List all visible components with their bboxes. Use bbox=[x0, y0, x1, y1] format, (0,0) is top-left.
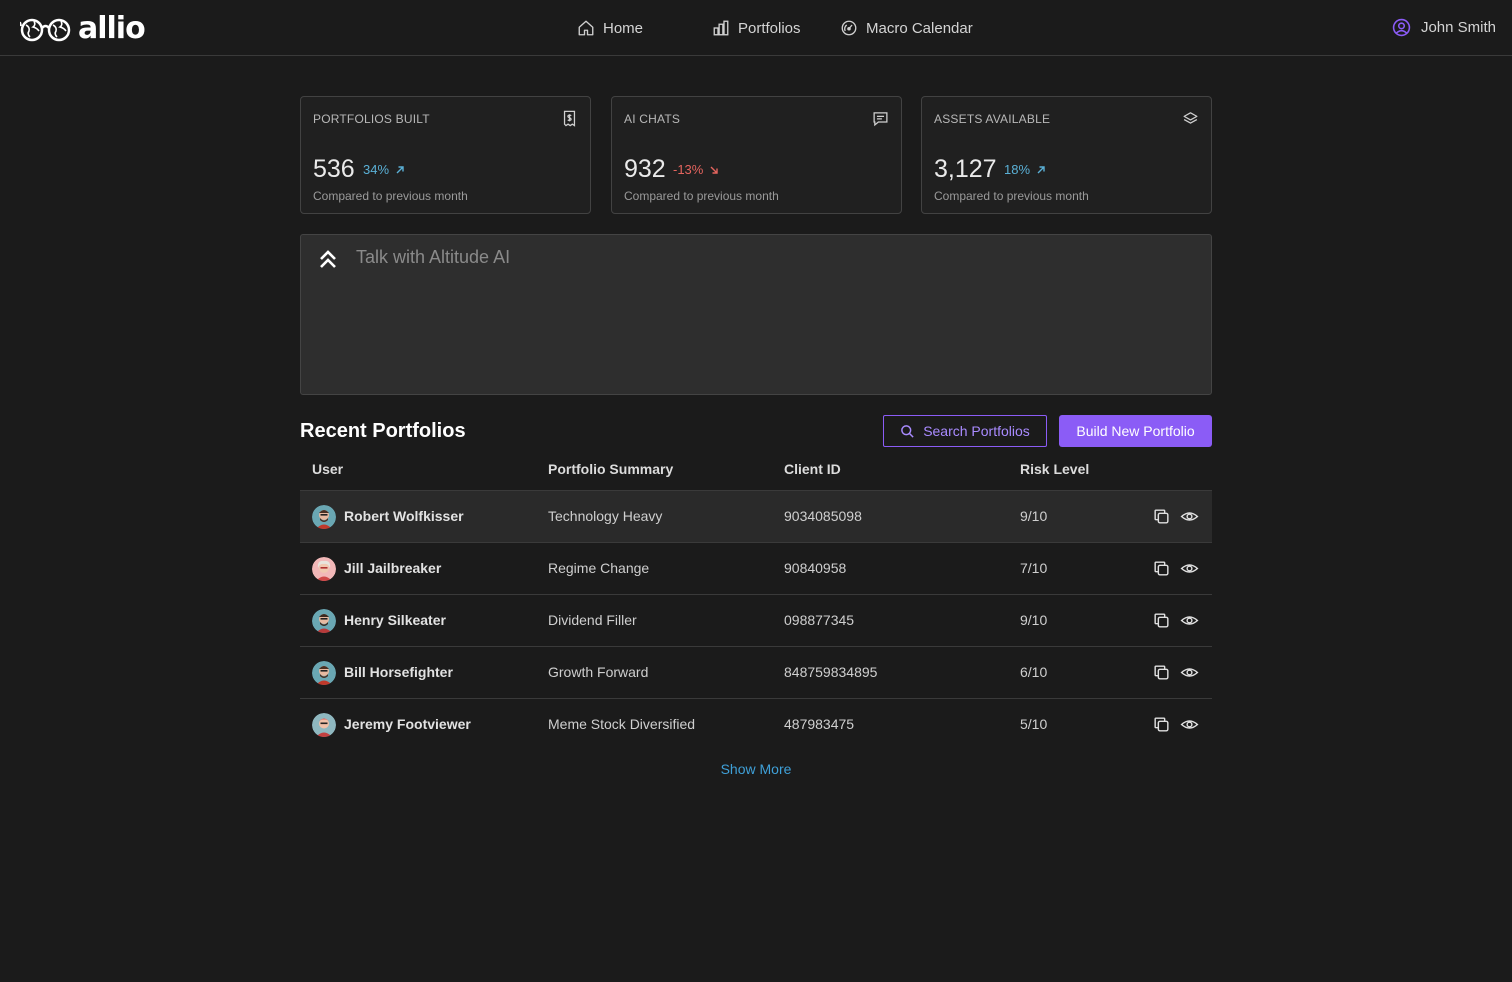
stat-card-assets-available: ASSETS AVAILABLE 3,127 18% Compared to p… bbox=[921, 96, 1212, 214]
user-name: Jeremy Footviewer bbox=[344, 716, 471, 732]
user-name: Henry Silkeater bbox=[344, 612, 446, 628]
user-name: Robert Wolfkisser bbox=[344, 508, 464, 524]
risk-level: 5/10 bbox=[1020, 716, 1048, 732]
home-icon bbox=[578, 20, 594, 36]
chat-message-icon bbox=[873, 112, 888, 127]
stat-title: AI CHATS bbox=[624, 112, 681, 126]
eye-icon[interactable] bbox=[1180, 611, 1199, 630]
nav-portfolios[interactable]: Portfolios bbox=[712, 18, 801, 38]
risk-level: 6/10 bbox=[1020, 664, 1048, 680]
client-id: 098877345 bbox=[784, 612, 855, 628]
receipt-dollar-icon bbox=[563, 110, 576, 127]
column-header-client-id: Client ID bbox=[784, 461, 841, 477]
brand-name: allio bbox=[78, 11, 146, 46]
user-name: John Smith bbox=[1420, 19, 1496, 36]
nav-home-label: Home bbox=[603, 19, 644, 37]
stat-caption: Compared to previous month bbox=[934, 189, 1089, 203]
stat-caption: Compared to previous month bbox=[624, 189, 779, 203]
arrow-down-right-icon bbox=[710, 166, 719, 174]
portfolio-summary: Dividend Filler bbox=[548, 612, 637, 628]
client-id: 848759834895 bbox=[784, 664, 878, 680]
stat-delta: 18% bbox=[1004, 162, 1046, 177]
risk-level: 9/10 bbox=[1020, 612, 1048, 628]
portfolio-summary: Regime Change bbox=[548, 560, 650, 576]
user-avatar-icon bbox=[1392, 18, 1411, 37]
portfolio-summary: Growth Forward bbox=[548, 664, 649, 680]
column-header-risk-level: Risk Level bbox=[1020, 461, 1090, 477]
ai-chat-box[interactable] bbox=[300, 234, 1212, 395]
stat-delta-value: 34% bbox=[363, 162, 390, 177]
stat-title: PORTFOLIOS BUILT bbox=[313, 112, 430, 126]
stat-delta-value: -13% bbox=[673, 162, 704, 177]
gauge-icon bbox=[841, 20, 857, 36]
search-icon bbox=[901, 424, 914, 438]
user-menu[interactable]: John Smith bbox=[1392, 18, 1496, 37]
user-name: Jill Jailbreaker bbox=[344, 560, 442, 576]
client-id: 487983475 bbox=[784, 716, 855, 732]
risk-level: 9/10 bbox=[1020, 508, 1048, 524]
bar-chart-icon bbox=[713, 20, 729, 36]
eye-icon[interactable] bbox=[1180, 507, 1199, 526]
search-portfolios-label: Search Portfolios bbox=[923, 423, 1030, 439]
layers-icon bbox=[1183, 112, 1198, 124]
stat-value: 932 bbox=[624, 155, 666, 183]
user-avatar bbox=[312, 713, 336, 737]
nav-home[interactable]: Home bbox=[577, 18, 643, 38]
eye-icon[interactable] bbox=[1180, 663, 1199, 682]
copy-icon[interactable] bbox=[1152, 507, 1171, 526]
build-new-portfolio-button[interactable]: Build New Portfolio bbox=[1059, 415, 1212, 447]
client-id: 9034085098 bbox=[784, 508, 862, 524]
stat-value: 536 bbox=[313, 155, 355, 183]
table-header-divider bbox=[300, 490, 1212, 491]
stat-card-ai-chats: AI CHATS 932 -13% Compared to previous m… bbox=[611, 96, 902, 214]
recent-portfolios-title: Recent Portfolios bbox=[300, 420, 466, 442]
arrow-up-right-icon bbox=[396, 165, 404, 173]
user-avatar bbox=[312, 557, 336, 581]
table-row[interactable]: Robert Wolfkisser Technology Heavy 90340… bbox=[300, 491, 1212, 543]
nav-portfolios-label: Portfolios bbox=[738, 19, 801, 37]
stat-caption: Compared to previous month bbox=[313, 189, 468, 203]
ai-chat-input[interactable] bbox=[356, 245, 1176, 269]
search-portfolios-button[interactable]: Search Portfolios bbox=[883, 415, 1047, 447]
allio-logo[interactable]: allio bbox=[20, 11, 146, 46]
eye-icon[interactable] bbox=[1180, 715, 1199, 734]
table-row[interactable]: Jill Jailbreaker Regime Change 90840958 … bbox=[300, 543, 1212, 595]
user-avatar bbox=[312, 609, 336, 633]
arrow-up-right-icon bbox=[1037, 165, 1045, 173]
table-row[interactable]: Henry Silkeater Dividend Filler 09887734… bbox=[300, 595, 1212, 647]
altitude-chevrons-icon bbox=[320, 250, 336, 268]
portfolio-summary: Meme Stock Diversified bbox=[548, 716, 696, 732]
user-avatar bbox=[312, 661, 336, 685]
nav-macro-calendar[interactable]: Macro Calendar bbox=[840, 18, 973, 38]
user-name: Bill Horsefighter bbox=[344, 664, 453, 680]
table-row[interactable]: Jeremy Footviewer Meme Stock Diversified… bbox=[300, 699, 1212, 751]
copy-icon[interactable] bbox=[1152, 611, 1171, 630]
table-row[interactable]: Bill Horsefighter Growth Forward 8487598… bbox=[300, 647, 1212, 699]
copy-icon[interactable] bbox=[1152, 663, 1171, 682]
nav-macro-calendar-label: Macro Calendar bbox=[866, 19, 973, 37]
column-header-portfolio-summary: Portfolio Summary bbox=[548, 461, 674, 477]
globe-glasses-icon bbox=[20, 18, 71, 42]
risk-level: 7/10 bbox=[1020, 560, 1048, 576]
show-more-container: Show More bbox=[0, 761, 1512, 777]
client-id: 90840958 bbox=[784, 560, 847, 576]
stat-title: ASSETS AVAILABLE bbox=[934, 112, 1051, 126]
top-navigation-bar: allio Home Portfolios Macro Calendar Joh… bbox=[0, 0, 1512, 56]
stat-delta-value: 18% bbox=[1004, 162, 1031, 177]
eye-icon[interactable] bbox=[1180, 559, 1199, 578]
user-avatar bbox=[312, 505, 336, 529]
show-more-link[interactable]: Show More bbox=[720, 761, 792, 777]
copy-icon[interactable] bbox=[1152, 559, 1171, 578]
portfolio-summary: Technology Heavy bbox=[548, 508, 663, 524]
stat-delta: 34% bbox=[363, 162, 405, 177]
stat-card-portfolios-built: PORTFOLIOS BUILT 536 34% Compared to pre… bbox=[300, 96, 591, 214]
column-header-user: User bbox=[312, 461, 344, 477]
stat-delta: -13% bbox=[673, 162, 719, 177]
stat-value: 3,127 bbox=[934, 155, 997, 183]
copy-icon[interactable] bbox=[1152, 715, 1171, 734]
